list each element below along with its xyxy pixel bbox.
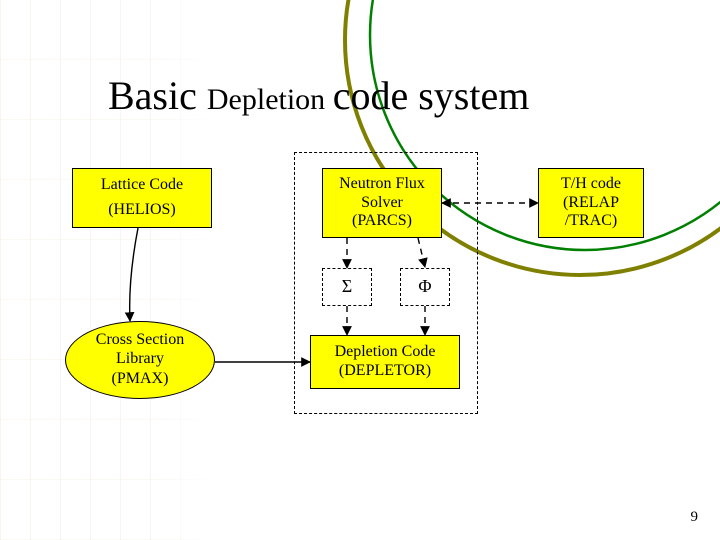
page-number: 9 (691, 509, 699, 526)
sigma-box: Σ (322, 268, 372, 306)
solver-line2: Solver (361, 194, 403, 213)
th-code-box: T/H code (RELAP /TRAC) (538, 168, 644, 238)
title-part1: Basic (108, 73, 207, 118)
lattice-code-box: Lattice Code (HELIOS) (72, 168, 212, 228)
solver-line1: Neutron Flux (339, 175, 425, 194)
depletion-line2: (DEPLETOR) (339, 362, 431, 381)
lattice-code-label: Lattice Code (101, 176, 183, 195)
title-part2: Depletion (207, 83, 333, 116)
solver-line3: (PARCS) (352, 212, 412, 231)
sigma-label: Σ (342, 276, 352, 297)
th-line2: (RELAP (563, 194, 619, 213)
connector-lattice-to-library (130, 228, 138, 321)
th-line1: T/H code (561, 175, 621, 194)
library-line1: Cross Section (96, 331, 184, 350)
title-part3: code system (333, 73, 530, 118)
depletion-code-box: Depletion Code (DEPLETOR) (310, 335, 460, 389)
neutron-flux-solver-box: Neutron Flux Solver (PARCS) (322, 168, 442, 238)
phi-label: Φ (418, 276, 431, 297)
cross-section-library-ellipse: Cross Section Library (PMAX) (65, 321, 215, 399)
depletion-line1: Depletion Code (335, 343, 436, 362)
th-line3: /TRAC) (565, 212, 617, 231)
lattice-code-sub: (HELIOS) (108, 201, 176, 220)
slide-title: Basic Depletion code system (108, 72, 529, 119)
library-line2: Library (116, 350, 164, 369)
library-line3: (PMAX) (112, 370, 169, 389)
phi-box: Φ (400, 268, 450, 306)
